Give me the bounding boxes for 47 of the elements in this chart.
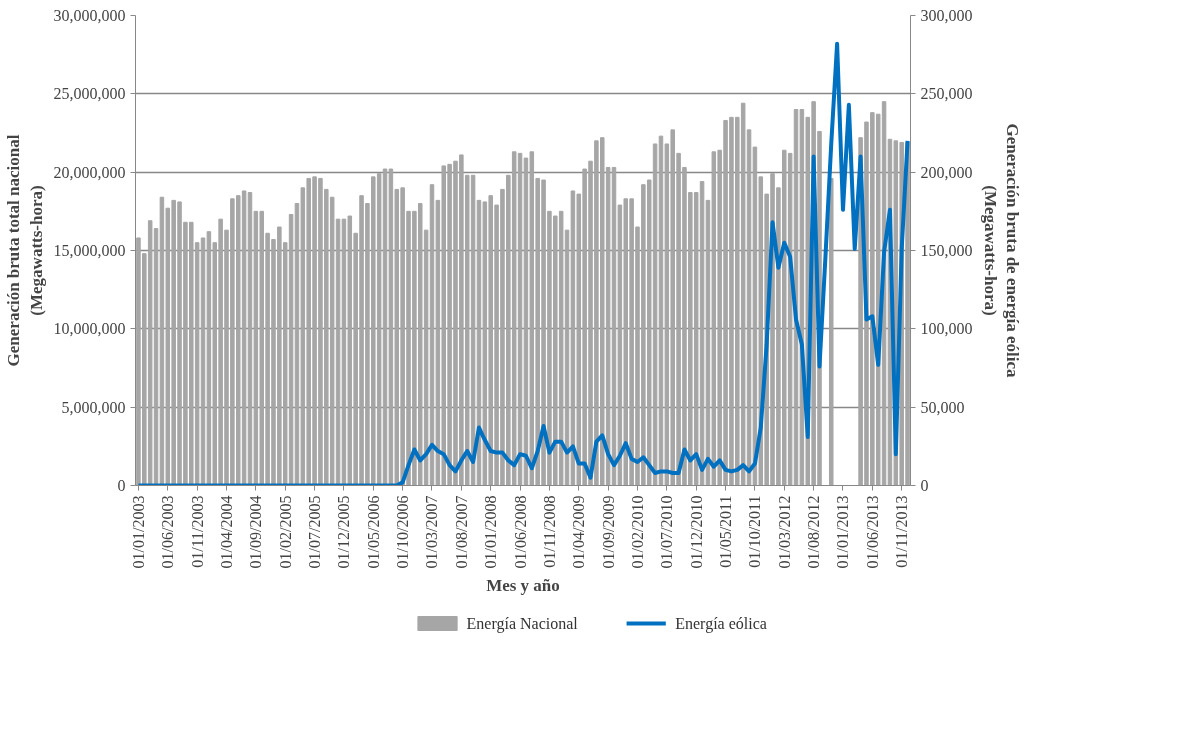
x-tick-label: 01/05/2011: [717, 495, 735, 568]
y2-tick-label: 0: [920, 477, 929, 494]
y2-axis-title: Generación bruta de energía eólica (Megawatts-hora): [980, 123, 1023, 378]
y-axis-title: Generación bruta total nacional (Megawatts-hora): [3, 134, 46, 367]
x-tick-label: 01/01/2003: [129, 495, 147, 569]
x-tick-label: 01/11/2008: [540, 495, 558, 568]
y-tick-label: 25,000,000: [53, 85, 126, 103]
y-tick-label: 10,000,000: [53, 320, 126, 338]
y-tick-label: 15,000,000: [53, 242, 126, 259]
x-tick-label: 01/09/2009: [599, 495, 617, 569]
x-tick-label: 01/08/2007: [452, 495, 470, 569]
x-tick-label: 01/10/2011: [746, 495, 764, 568]
x-tick-label: 01/12/2010: [687, 495, 705, 569]
x-tick-label: 01/01/2013: [834, 495, 852, 569]
y-tick-label: 0: [117, 477, 126, 494]
x-tick-label: 01/07/2005: [306, 495, 324, 569]
y2-tick-label: 100,000: [920, 320, 973, 338]
x-tick-label: 01/06/2003: [159, 495, 177, 569]
x-tick-label: 01/03/2012: [775, 495, 793, 569]
y2-tick-label: 200,000: [920, 163, 973, 181]
x-tick-label: 01/05/2006: [364, 495, 382, 569]
y2-tick-label: 150,000: [920, 242, 973, 259]
x-axis-title: Mes y año: [486, 576, 560, 596]
x-tick-label: 01/10/2006: [394, 495, 412, 569]
legend-label: Energía Nacional: [466, 615, 579, 633]
x-tick-label: 01/04/2009: [570, 495, 588, 569]
x-tick-label: 01/11/2003: [188, 495, 206, 568]
y2-tick-label: 50,000: [920, 398, 965, 416]
x-tick-label: 01/07/2010: [658, 495, 676, 569]
x-tick-label: 01/06/2013: [863, 495, 881, 569]
y-tick-label: 20,000,000: [53, 163, 126, 181]
x-tick-label: 01/08/2012: [805, 495, 823, 569]
bar: [828, 177, 834, 486]
x-tick-label: 01/02/2010: [628, 495, 646, 569]
y2-tick-label: 250,000: [920, 85, 973, 103]
x-tick-label: 01/03/2007: [423, 495, 441, 569]
x-tick-label: 01/06/2008: [511, 495, 529, 569]
x-tick-label: 01/04/2004: [218, 495, 235, 569]
x-tick-label: 01/11/2013: [893, 495, 911, 568]
x-tick-label: 01/12/2005: [335, 495, 353, 569]
y-tick-label: 5,000,000: [61, 398, 126, 416]
x-tick-label: 01/09/2004: [247, 495, 265, 569]
x-tick-label: 01/01/2008: [482, 495, 500, 569]
y-tick-label: 30,000,000: [53, 7, 126, 24]
x-tick-label: 01/02/2005: [276, 495, 294, 569]
y2-tick-label: 300,000: [920, 7, 973, 24]
legend-label: Energía eólica: [675, 615, 767, 633]
